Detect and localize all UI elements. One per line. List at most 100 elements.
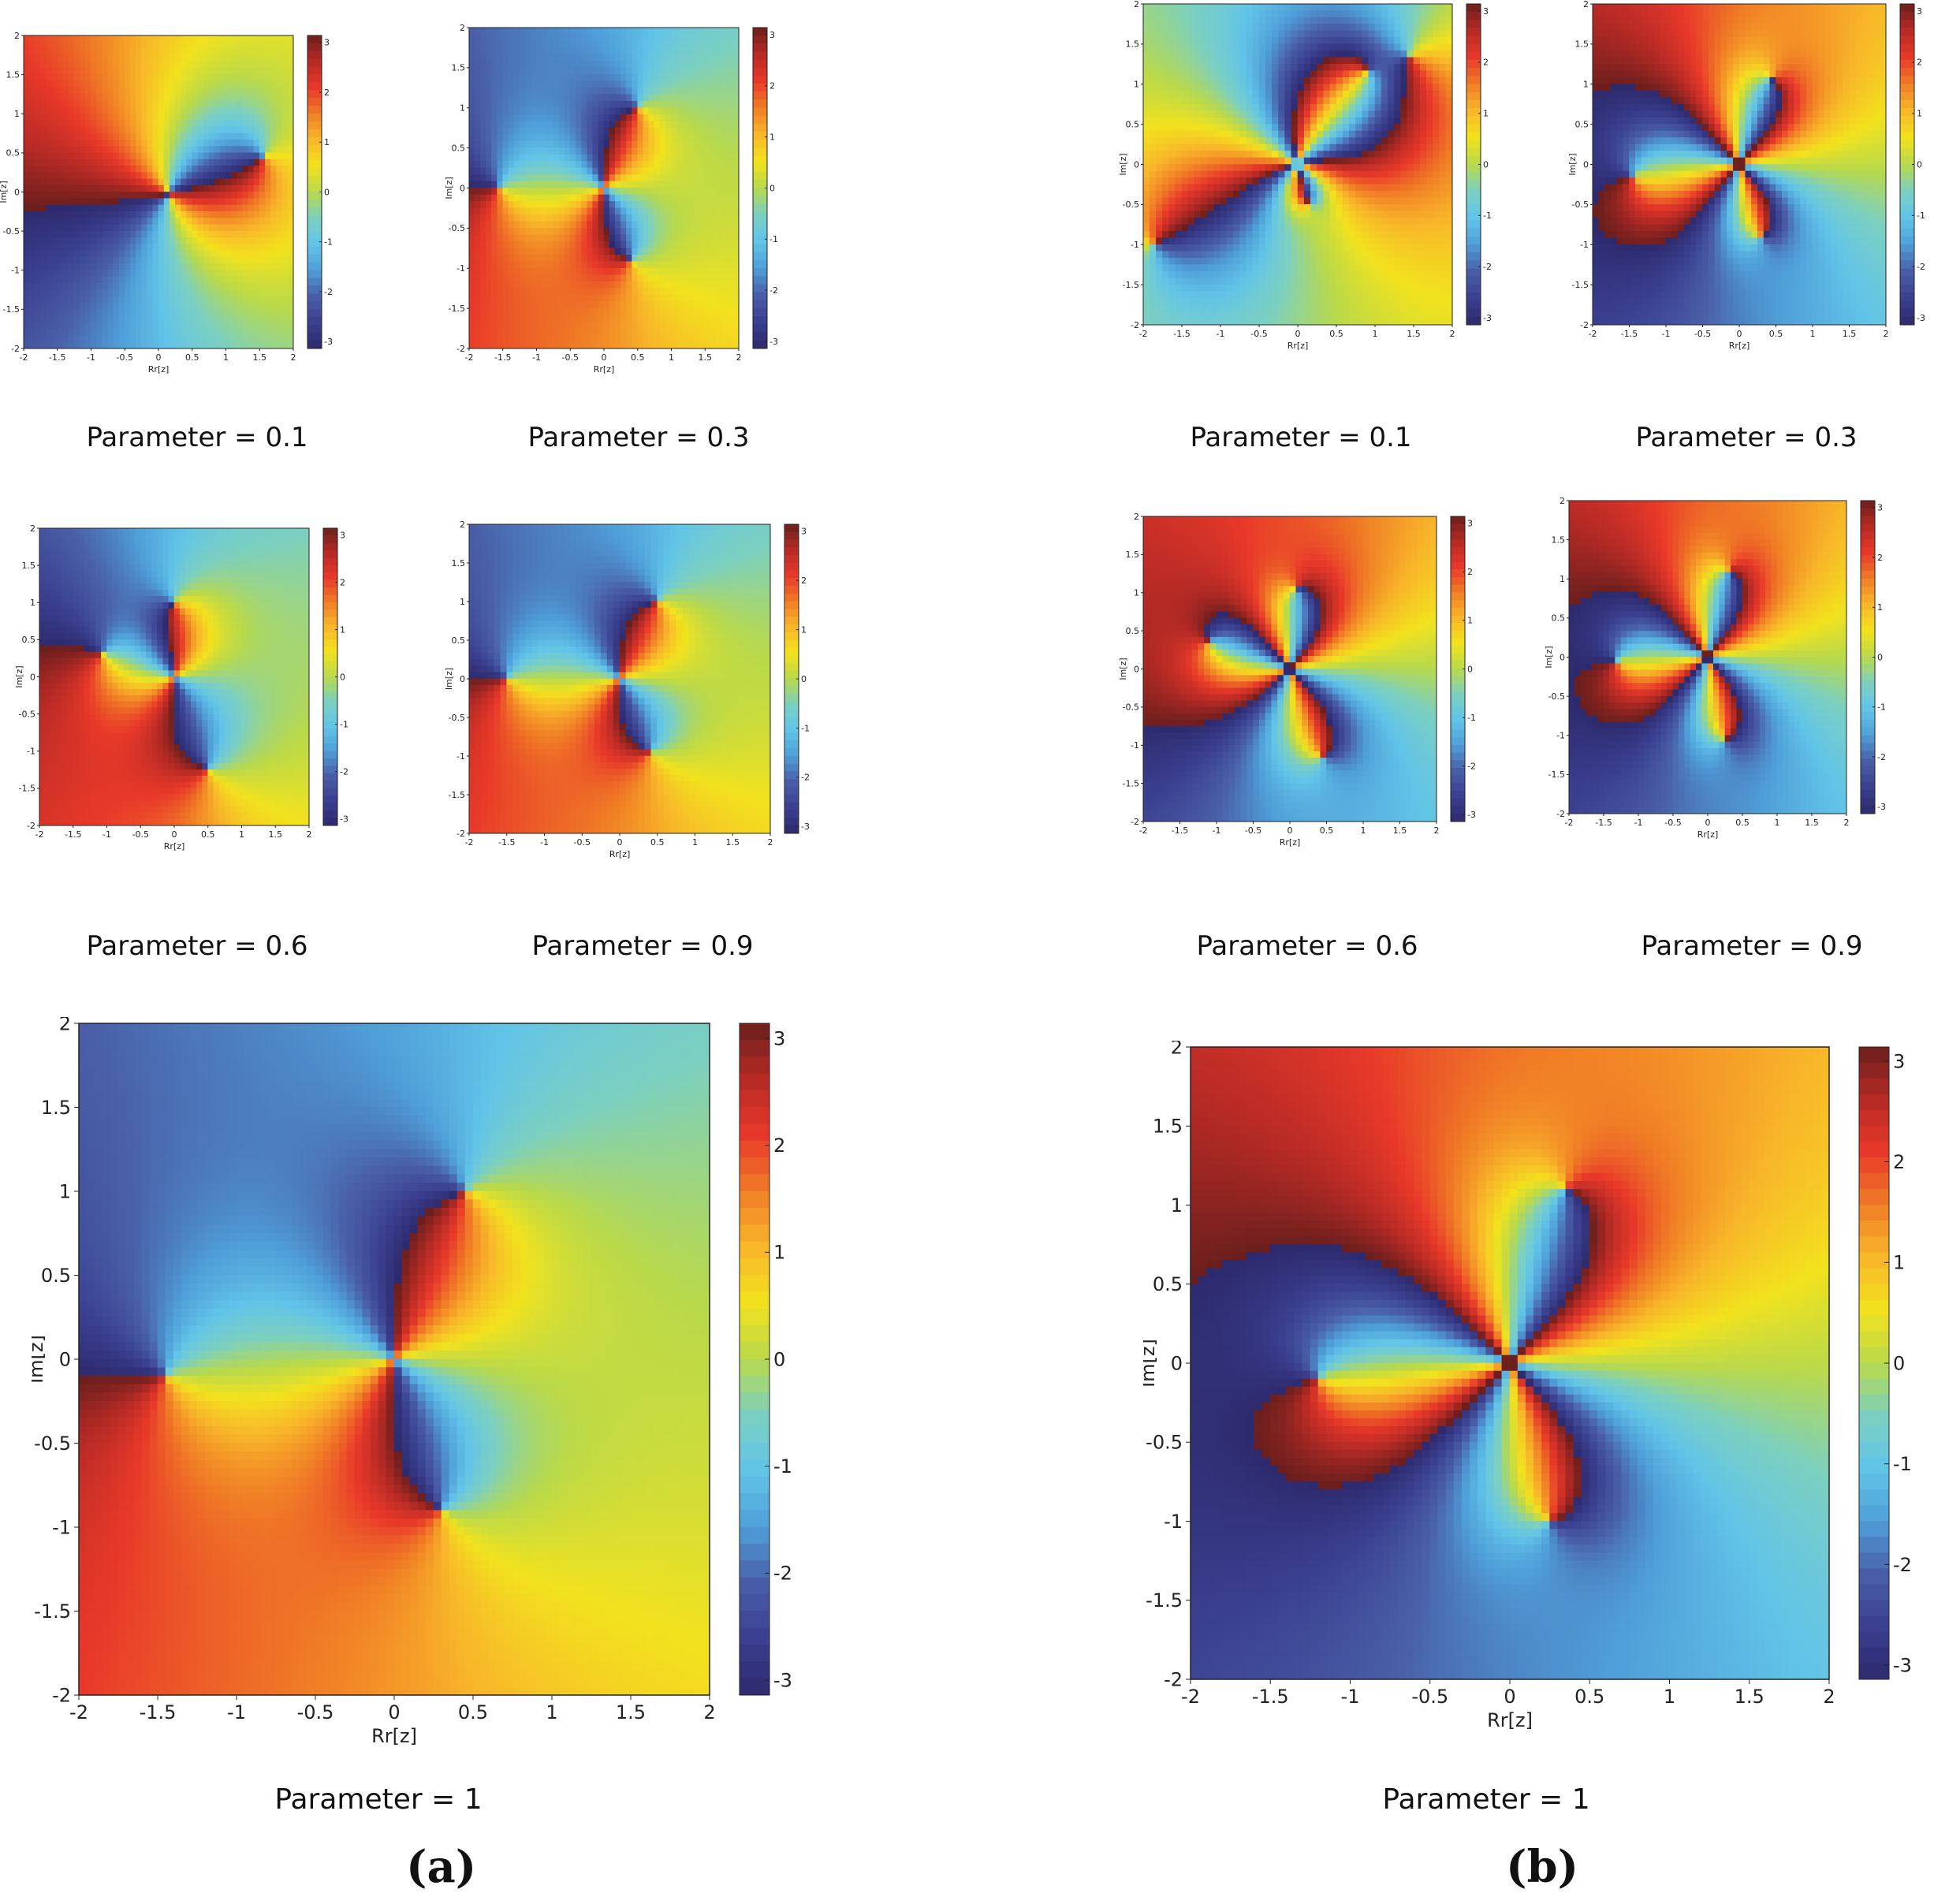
x-tick-label: 1.5 <box>616 1701 646 1723</box>
x-tick-label: -1.5 <box>49 352 65 363</box>
heatmap-b-3: -2 -1.5 -1 -0.5 0 0.5 1 1.5 2 2 1.5 1 0.5 0 -0.5 -1 -1.5… <box>1120 512 1476 848</box>
colorbar-tick-label: -1 <box>340 719 348 729</box>
x-tick-label: -0.5 <box>117 352 133 363</box>
y-tick-label: -1 <box>1556 731 1565 741</box>
y-tick-label: -1.5 <box>1123 280 1139 290</box>
colorbar-tick-label: 1 <box>1917 109 1922 119</box>
y-tick-label: 0 <box>30 672 35 682</box>
x-tick-label: -1.5 <box>1173 329 1190 339</box>
colorbar-tick-label: 2 <box>340 577 345 587</box>
y-tick-label: -1.5 <box>449 304 465 314</box>
phase-field <box>1191 1047 1829 1679</box>
y-axis-label: Im[z] <box>32 1335 47 1384</box>
colorbar-tick-label: 0 <box>1483 159 1489 170</box>
x-tick-label: -1 <box>1217 329 1225 339</box>
y-axis-label: Im[z] <box>16 665 24 687</box>
y-tick-label: -1.5 <box>1572 280 1589 290</box>
y-tick-label: 0 <box>14 187 20 197</box>
y-tick-label: -1 <box>456 751 465 762</box>
colorbar-tick-label: -3 <box>1877 802 1886 812</box>
y-axis-label: Im[z] <box>1120 658 1128 680</box>
y-axis-label: Im[z] <box>445 668 454 690</box>
x-axis-label: Rr[z] <box>164 841 185 851</box>
colorbar-tick-label: 2 <box>770 81 775 91</box>
colorbar-tick-label: 3 <box>1877 503 1883 513</box>
subfigure-label-a: (a) <box>406 1841 476 1893</box>
colorbar-tick-label: 3 <box>801 527 807 537</box>
colorbar-tick-label: 0 <box>1893 1352 1905 1374</box>
x-tick-label: 1.5 <box>269 829 283 840</box>
colorbar-tick-label: 3 <box>1917 6 1922 17</box>
x-tick-label: -1 <box>532 352 541 363</box>
x-tick-label: 0.5 <box>458 1701 488 1723</box>
x-tick-label: -2 <box>465 837 474 848</box>
colorbar <box>323 527 337 826</box>
x-axis-label: Rr[z] <box>1729 341 1750 351</box>
y-axis-label: Im[z] <box>1143 1339 1159 1388</box>
y-tick-label: 0.5 <box>452 635 466 646</box>
colorbar-tick-label: -3 <box>773 1669 792 1691</box>
x-axis-label: Rr[z] <box>1487 1709 1533 1731</box>
colorbar-tick-label: 1 <box>773 1242 785 1264</box>
x-tick-label: 1.5 <box>253 352 267 363</box>
colorbar-tick-label: 1 <box>1893 1252 1905 1274</box>
x-tick-label: -2 <box>20 352 28 363</box>
x-tick-label: 2 <box>736 352 742 363</box>
x-tick-label: -0.5 <box>574 837 591 848</box>
colorbar-tick-label: -3 <box>340 814 348 824</box>
y-tick-label: 0.5 <box>1552 613 1566 624</box>
y-tick-label: -2 <box>52 1684 71 1706</box>
y-tick-label: 2 <box>460 24 465 33</box>
colorbar-tick-label: -1 <box>801 723 810 733</box>
x-tick-label: 0 <box>1287 825 1293 836</box>
x-tick-label: 1 <box>1810 329 1816 339</box>
x-tick-label: 1 <box>1373 329 1378 339</box>
y-tick-label: 1.5 <box>1552 535 1566 545</box>
y-tick-label: 1.5 <box>452 558 466 568</box>
x-tick-label: 2 <box>1823 1686 1835 1708</box>
x-tick-label: -1 <box>1341 1686 1360 1708</box>
y-tick-label: 0.5 <box>1575 119 1589 129</box>
y-tick-label: -1 <box>1131 740 1139 751</box>
x-tick-label: 0.5 <box>1320 825 1334 836</box>
colorbar-tick-label: 0 <box>1877 652 1883 662</box>
y-tick-label: 0 <box>59 1348 71 1370</box>
phase-field <box>1569 501 1846 814</box>
colorbar-tick-label: -2 <box>1893 1554 1912 1576</box>
x-tick-label: 1 <box>1775 818 1780 828</box>
y-tick-label: -2 <box>11 344 20 354</box>
x-axis-label: Rr[z] <box>609 849 631 859</box>
y-tick-label: 0 <box>460 674 465 684</box>
x-tick-label: 1.5 <box>1735 1686 1764 1708</box>
x-tick-label: -1 <box>1213 825 1221 836</box>
y-tick-label: -0.5 <box>449 223 465 233</box>
y-tick-label: -1.5 <box>3 304 20 315</box>
y-tick-label: -2 <box>456 344 465 354</box>
y-tick-label: -1 <box>27 747 35 757</box>
colorbar-tick-label: 1 <box>340 624 345 635</box>
x-tick-label: -1 <box>1662 329 1671 339</box>
x-tick-label: 1.5 <box>726 837 740 848</box>
x-tick-label: -0.5 <box>297 1701 334 1723</box>
y-tick-label: 1 <box>1559 574 1565 584</box>
subfigure-label-b: (b) <box>1506 1841 1578 1893</box>
x-tick-label: 0 <box>156 352 162 363</box>
y-tick-label: -1 <box>1131 240 1139 250</box>
caption-b-3: Parameter = 0.6 <box>1142 930 1473 962</box>
y-tick-label: -1.5 <box>1123 778 1139 788</box>
y-tick-label: 1 <box>1171 1194 1183 1217</box>
x-tick-label: -1.5 <box>1595 818 1612 828</box>
y-tick-label: 0.5 <box>452 143 466 153</box>
y-tick-label: 2 <box>1583 0 1589 9</box>
x-tick-label: 0 <box>602 352 607 363</box>
colorbar-tick-label: -3 <box>1483 313 1492 323</box>
x-tick-label: 1 <box>546 1701 557 1723</box>
y-tick-label: -0.5 <box>1123 199 1139 210</box>
y-tick-label: 1 <box>30 598 35 608</box>
caption-a-5: Parameter = 1 <box>181 1783 576 1816</box>
colorbar-tick-label: -2 <box>1483 262 1492 272</box>
colorbar-tick-label: -2 <box>340 766 348 777</box>
colorbar-tick-label: 2 <box>1483 58 1489 68</box>
x-tick-label: -0.5 <box>1664 818 1681 828</box>
y-tick-label: 1.5 <box>22 561 36 571</box>
